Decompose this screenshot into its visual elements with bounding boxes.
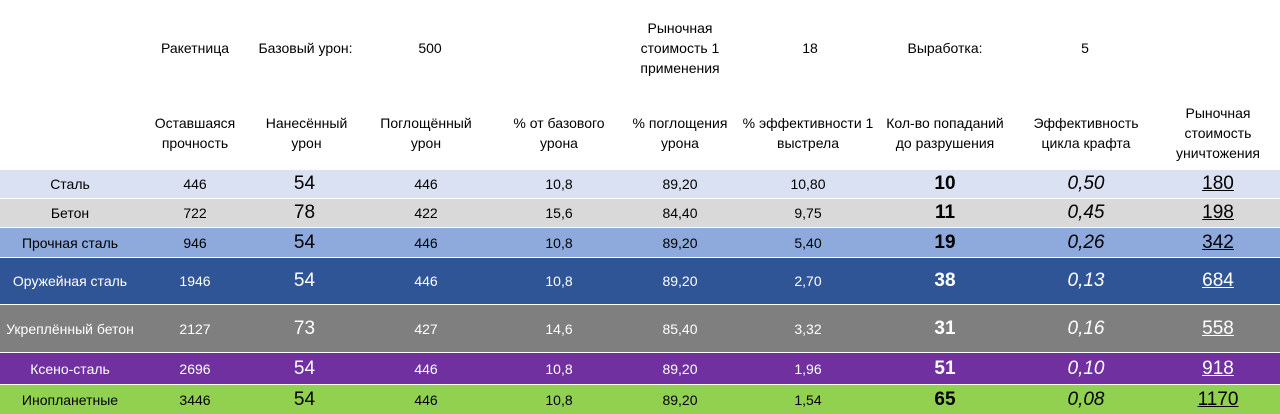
row-damage-dealt: 54 bbox=[293, 270, 316, 291]
row-durability: 1946 bbox=[179, 273, 211, 289]
yield-label: Выработка: bbox=[907, 40, 983, 56]
row-material-name: Укреплённый бетон bbox=[6, 320, 134, 337]
row-destruction-cost: 180 bbox=[1202, 173, 1234, 194]
header-craft-efficiency: Эффективность цикла крафта bbox=[1033, 115, 1139, 151]
row-pct-efficiency: 9,75 bbox=[794, 205, 822, 221]
row-craft-efficiency: 0,08 bbox=[1067, 388, 1105, 410]
row-durability: 946 bbox=[183, 234, 207, 251]
row-durability: 3446 bbox=[179, 391, 211, 408]
header-damage-absorbed: Поглощённый урон bbox=[380, 115, 472, 151]
header-pct-absorb: % поглощения урона bbox=[632, 115, 728, 151]
row-hits: 51 bbox=[934, 357, 956, 379]
row-craft-efficiency: 0,10 bbox=[1067, 357, 1105, 379]
row-durability: 446 bbox=[183, 176, 207, 192]
header-pct-efficiency: % эффективности 1 выстрела bbox=[742, 115, 874, 151]
header-hits: Кол-во попаданий до разрушения bbox=[886, 115, 1004, 151]
row-destruction-cost: 1170 bbox=[1197, 388, 1239, 410]
row-pct-base: 10,8 bbox=[545, 234, 573, 251]
row-pct-efficiency: 1,96 bbox=[794, 360, 822, 377]
row-pct-absorb: 89,20 bbox=[662, 360, 698, 377]
row-craft-efficiency: 0,16 bbox=[1067, 317, 1105, 339]
row-damage-dealt: 54 bbox=[293, 173, 316, 194]
yield-value: 5 bbox=[1081, 40, 1089, 56]
row-pct-base: 10,8 bbox=[545, 391, 573, 408]
row-damage-dealt: 73 bbox=[293, 317, 316, 339]
row-craft-efficiency: 0,50 bbox=[1067, 173, 1105, 194]
table-row: Укреплённый бетон 2127 73 427 14,6 85,40 3,32 3… bbox=[0, 305, 1280, 352]
row-damage-dealt: 54 bbox=[293, 231, 316, 253]
base-damage-value: 500 bbox=[418, 40, 442, 56]
row-destruction-cost: 558 bbox=[1202, 317, 1234, 339]
table-row: Инопланетные 3446 54 446 10,8 89,20 1,54 65 0,08… bbox=[0, 385, 1280, 414]
row-destruction-cost: 918 bbox=[1202, 357, 1234, 379]
header-damage-dealt: Нанесённый урон bbox=[265, 115, 348, 151]
row-damage-absorbed: 422 bbox=[414, 205, 438, 221]
row-destruction-cost: 342 bbox=[1202, 231, 1234, 253]
row-pct-base: 10,8 bbox=[545, 176, 573, 192]
row-pct-absorb: 89,20 bbox=[662, 391, 698, 408]
table-row: Ксено-сталь 2696 54 446 10,8 89,20 1,96 51 0,10 9… bbox=[0, 353, 1280, 384]
row-durability: 722 bbox=[183, 205, 207, 221]
row-durability: 2127 bbox=[179, 320, 211, 337]
row-hits: 10 bbox=[934, 173, 956, 194]
row-pct-efficiency: 1,54 bbox=[794, 391, 822, 408]
market-cost-value: 18 bbox=[802, 40, 818, 56]
header-destruction-cost: Рыночная стоимость уничтожения bbox=[1175, 105, 1260, 161]
row-destruction-cost: 198 bbox=[1202, 202, 1234, 223]
row-pct-absorb: 84,40 bbox=[662, 205, 698, 221]
row-damage-absorbed: 446 bbox=[414, 273, 438, 289]
row-damage-absorbed: 446 bbox=[414, 176, 438, 192]
row-pct-base: 15,6 bbox=[545, 205, 573, 221]
row-damage-absorbed: 427 bbox=[414, 320, 438, 337]
table-row: Сталь 446 54 446 10,8 89,20 10,80 10 0,50 180 bbox=[0, 170, 1280, 198]
row-pct-efficiency: 3,32 bbox=[794, 320, 822, 337]
row-material-name: Ксено-сталь bbox=[30, 360, 110, 377]
row-material-name: Бетон bbox=[50, 205, 90, 221]
row-durability: 2696 bbox=[179, 360, 211, 377]
row-material-name: Инопланетные bbox=[21, 391, 119, 408]
row-pct-base: 10,8 bbox=[545, 273, 573, 289]
table-row: Оружейная сталь 1946 54 446 10,8 89,20 2,70 38 0… bbox=[0, 258, 1280, 304]
row-pct-absorb: 89,20 bbox=[662, 234, 698, 251]
row-damage-dealt: 54 bbox=[293, 388, 316, 410]
row-pct-absorb: 89,20 bbox=[662, 176, 698, 192]
row-hits: 65 bbox=[934, 388, 956, 410]
row-pct-base: 14,6 bbox=[545, 320, 573, 337]
row-damage-dealt: 54 bbox=[293, 357, 316, 379]
row-pct-base: 10,8 bbox=[545, 360, 573, 377]
row-destruction-cost: 684 bbox=[1202, 270, 1234, 291]
header-pct-base: % от базового урона bbox=[513, 115, 605, 151]
row-material-name: Оружейная сталь bbox=[12, 273, 128, 289]
row-pct-efficiency: 5,40 bbox=[794, 234, 822, 251]
row-hits: 11 bbox=[934, 202, 956, 223]
market-cost-label: Рыночная стоимость 1 применения bbox=[640, 20, 720, 76]
row-hits: 19 bbox=[934, 231, 956, 253]
row-damage-absorbed: 446 bbox=[414, 360, 438, 377]
header-durability: Оставшаяся прочность bbox=[154, 115, 236, 151]
row-pct-efficiency: 2,70 bbox=[794, 273, 822, 289]
row-damage-absorbed: 446 bbox=[414, 391, 438, 408]
row-damage-absorbed: 446 bbox=[414, 234, 438, 251]
row-pct-efficiency: 10,80 bbox=[790, 176, 826, 192]
row-pct-absorb: 85,40 bbox=[662, 320, 698, 337]
weapon-name: Ракетница bbox=[160, 40, 230, 56]
row-material-name: Сталь bbox=[50, 176, 90, 192]
row-hits: 31 bbox=[934, 317, 956, 339]
row-hits: 38 bbox=[934, 270, 956, 291]
table-row: Прочная сталь 946 54 446 10,8 89,20 5,40 19 0,26… bbox=[0, 228, 1280, 257]
row-craft-efficiency: 0,13 bbox=[1067, 270, 1105, 291]
table-row: Бетон 722 78 422 15,6 84,40 9,75 11 0,45 198 bbox=[0, 199, 1280, 227]
row-damage-dealt: 78 bbox=[293, 202, 316, 223]
row-pct-absorb: 89,20 bbox=[662, 273, 698, 289]
base-damage-label: Базовый урон: bbox=[258, 40, 353, 56]
row-craft-efficiency: 0,45 bbox=[1067, 202, 1105, 223]
row-material-name: Прочная сталь bbox=[21, 234, 119, 251]
row-craft-efficiency: 0,26 bbox=[1067, 231, 1105, 253]
